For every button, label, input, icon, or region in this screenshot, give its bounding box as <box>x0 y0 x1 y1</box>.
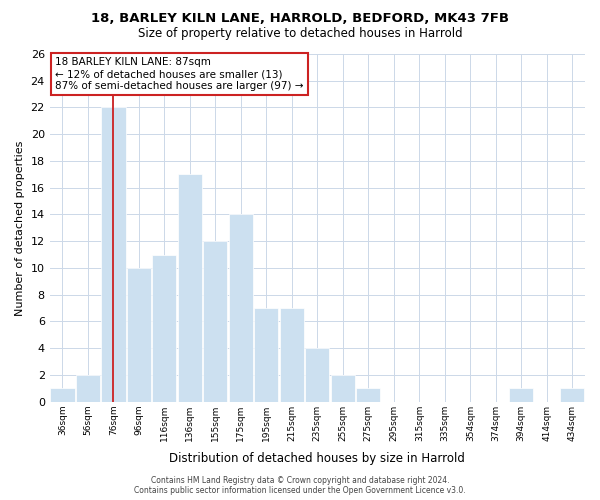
Bar <box>560 388 584 402</box>
Y-axis label: Number of detached properties: Number of detached properties <box>15 140 25 316</box>
Bar <box>178 174 202 402</box>
Bar <box>152 254 176 402</box>
Bar <box>101 108 125 402</box>
Bar <box>127 268 151 402</box>
X-axis label: Distribution of detached houses by size in Harrold: Distribution of detached houses by size … <box>169 452 465 465</box>
Bar <box>331 375 355 402</box>
Text: 18, BARLEY KILN LANE, HARROLD, BEDFORD, MK43 7FB: 18, BARLEY KILN LANE, HARROLD, BEDFORD, … <box>91 12 509 26</box>
Bar <box>280 308 304 402</box>
Text: 18 BARLEY KILN LANE: 87sqm
← 12% of detached houses are smaller (13)
87% of semi: 18 BARLEY KILN LANE: 87sqm ← 12% of deta… <box>55 58 304 90</box>
Bar <box>356 388 380 402</box>
Bar <box>50 388 74 402</box>
Bar <box>509 388 533 402</box>
Bar <box>203 241 227 402</box>
Bar <box>254 308 278 402</box>
Bar <box>76 375 100 402</box>
Text: Size of property relative to detached houses in Harrold: Size of property relative to detached ho… <box>137 28 463 40</box>
Bar <box>229 214 253 402</box>
Bar <box>305 348 329 402</box>
Text: Contains HM Land Registry data © Crown copyright and database right 2024.
Contai: Contains HM Land Registry data © Crown c… <box>134 476 466 495</box>
